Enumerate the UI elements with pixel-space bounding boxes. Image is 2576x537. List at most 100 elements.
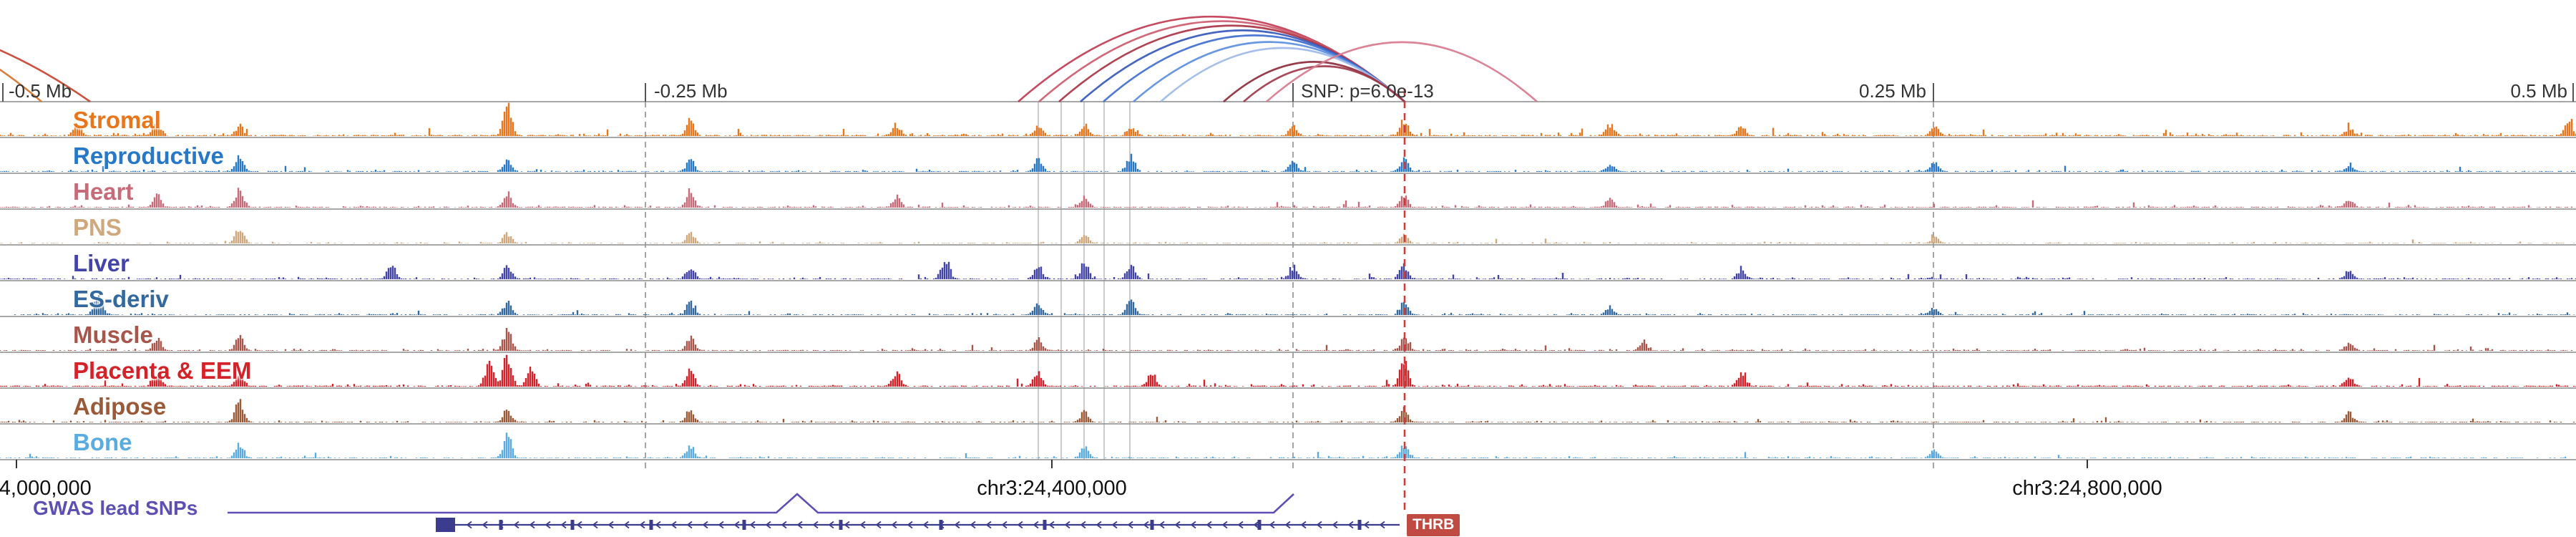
gene-exon bbox=[742, 520, 746, 530]
gene-strand-chevron bbox=[560, 521, 567, 529]
gene-strand-chevron bbox=[1332, 521, 1338, 529]
coordinate-label: chr3:24,800,000 bbox=[2012, 477, 2162, 500]
gene-strand-chevron bbox=[702, 521, 708, 529]
gene-strand-chevron bbox=[1096, 521, 1102, 529]
gene-strand-chevron bbox=[1379, 521, 1385, 529]
gene-strand-chevron bbox=[545, 521, 551, 529]
track-signal-bone bbox=[0, 432, 2567, 458]
gene-strand-chevron bbox=[1284, 521, 1291, 529]
gene-strand-chevron bbox=[970, 521, 976, 529]
gene-label: THRB bbox=[1407, 514, 1460, 536]
gene-strand-chevron bbox=[985, 521, 992, 529]
gene-strand-chevron bbox=[812, 521, 819, 529]
gene-strand-chevron bbox=[749, 521, 756, 529]
track-signal-heart bbox=[0, 188, 2573, 208]
snp-pvalue-label: SNP: p=6.0e-13 bbox=[1301, 80, 1434, 102]
gene-strand-chevron bbox=[781, 521, 787, 529]
track-signal-pns bbox=[0, 231, 2575, 243]
ruler-label: -0.25 Mb bbox=[654, 80, 728, 102]
gene-strand-chevron bbox=[576, 521, 582, 529]
gene-strand-chevron bbox=[529, 521, 535, 529]
track-label-liver: Liver bbox=[73, 250, 130, 276]
gene-strand-chevron bbox=[592, 521, 598, 529]
gene-strand-chevron bbox=[922, 521, 929, 529]
gene-exon bbox=[499, 520, 503, 530]
gene-strand-chevron bbox=[891, 521, 897, 529]
gene-exon bbox=[570, 520, 575, 530]
gene-strand-chevron bbox=[1363, 521, 1370, 529]
track-signal-stromal bbox=[0, 102, 2576, 136]
gene-strand-chevron bbox=[608, 521, 614, 529]
track-label-pns: PNS bbox=[73, 214, 122, 241]
gene-strand-chevron bbox=[718, 521, 724, 529]
gene-strand-chevron bbox=[1064, 521, 1070, 529]
gene-strand-chevron bbox=[1253, 521, 1259, 529]
gene-strand-chevron bbox=[1017, 521, 1023, 529]
track-label-reproductive: Reproductive bbox=[73, 142, 224, 169]
gene-strand-chevron bbox=[1080, 521, 1086, 529]
interaction-arc bbox=[1160, 47, 1405, 102]
track-signal-liver bbox=[0, 261, 2576, 279]
gene-strand-chevron bbox=[859, 521, 866, 529]
gene-strand-chevron bbox=[844, 521, 850, 529]
gene-strand-chevron bbox=[907, 521, 913, 529]
interaction-arc bbox=[1266, 41, 1538, 102]
gene-strand-chevron bbox=[1143, 521, 1149, 529]
gene-strand-chevron bbox=[765, 521, 771, 529]
gene-strand-chevron bbox=[1269, 521, 1275, 529]
gene-exon bbox=[839, 520, 843, 530]
coordinate-label: chr3:24,400,000 bbox=[977, 477, 1127, 500]
gene-exon bbox=[649, 520, 653, 530]
ruler-label: 0.5 Mb bbox=[2510, 80, 2568, 102]
gene-strand-chevron bbox=[1048, 521, 1055, 529]
gene-strand-chevron bbox=[1237, 521, 1244, 529]
gene-strand-chevron bbox=[482, 521, 488, 529]
gene-exon bbox=[436, 518, 455, 532]
gene-strand-chevron bbox=[1206, 521, 1212, 529]
gene-exon bbox=[1043, 520, 1047, 530]
track-label-muscle: Muscle bbox=[73, 321, 153, 348]
track-label-adipose: Adipose bbox=[73, 393, 167, 420]
gene-strand-chevron bbox=[875, 521, 882, 529]
gene-strand-chevron bbox=[828, 521, 834, 529]
gene-strand-chevron bbox=[1316, 521, 1322, 529]
track-label-placenta-eem: Placenta & EEM bbox=[73, 357, 252, 384]
gene-strand-chevron bbox=[1033, 521, 1039, 529]
gwas-connector-line bbox=[228, 493, 1294, 514]
track-label-stromal: Stromal bbox=[73, 107, 161, 133]
gwas-lead-snps-label: GWAS lead SNPs bbox=[33, 497, 198, 519]
ruler-label: 0.25 Mb bbox=[1859, 80, 1926, 102]
gene-strand-chevron bbox=[1111, 521, 1118, 529]
track-label-es-deriv: ES-deriv bbox=[73, 286, 169, 312]
gene-strand-chevron bbox=[796, 521, 803, 529]
coordinate-label: chr3:24,000,000 bbox=[0, 477, 92, 500]
gene-strand-chevron bbox=[513, 521, 519, 529]
gene-strand-chevron bbox=[466, 521, 472, 529]
gene-strand-chevron bbox=[1347, 521, 1354, 529]
interaction-arc bbox=[0, 49, 91, 103]
gene-strand-chevron bbox=[639, 521, 645, 529]
gene-strand-chevron bbox=[1001, 521, 1008, 529]
gene-exon bbox=[939, 520, 943, 530]
interaction-arc bbox=[1243, 65, 1405, 102]
gene-strand-chevron bbox=[686, 521, 693, 529]
track-signal-muscle bbox=[0, 328, 2573, 351]
gene-strand-chevron bbox=[1158, 521, 1165, 529]
gene-exon bbox=[1150, 520, 1154, 530]
track-signal-placenta-eem bbox=[0, 354, 2576, 387]
gene-strand-chevron bbox=[1127, 521, 1133, 529]
track-label-heart: Heart bbox=[73, 178, 134, 205]
gene-exon bbox=[1257, 520, 1262, 530]
gene-strand-chevron bbox=[623, 521, 630, 529]
track-signal-es-deriv bbox=[14, 295, 2575, 315]
gene-strand-chevron bbox=[733, 521, 740, 529]
gene-exon bbox=[1357, 520, 1362, 530]
track-signal-reproductive bbox=[0, 153, 2575, 172]
track-signal-adipose bbox=[0, 399, 2575, 422]
gene-strand-chevron bbox=[954, 521, 960, 529]
gene-strand-chevron bbox=[1174, 521, 1181, 529]
track-label-bone: Bone bbox=[73, 429, 132, 455]
gene-strand-chevron bbox=[1300, 521, 1307, 529]
ruler-label: -0.5 Mb bbox=[9, 80, 72, 102]
